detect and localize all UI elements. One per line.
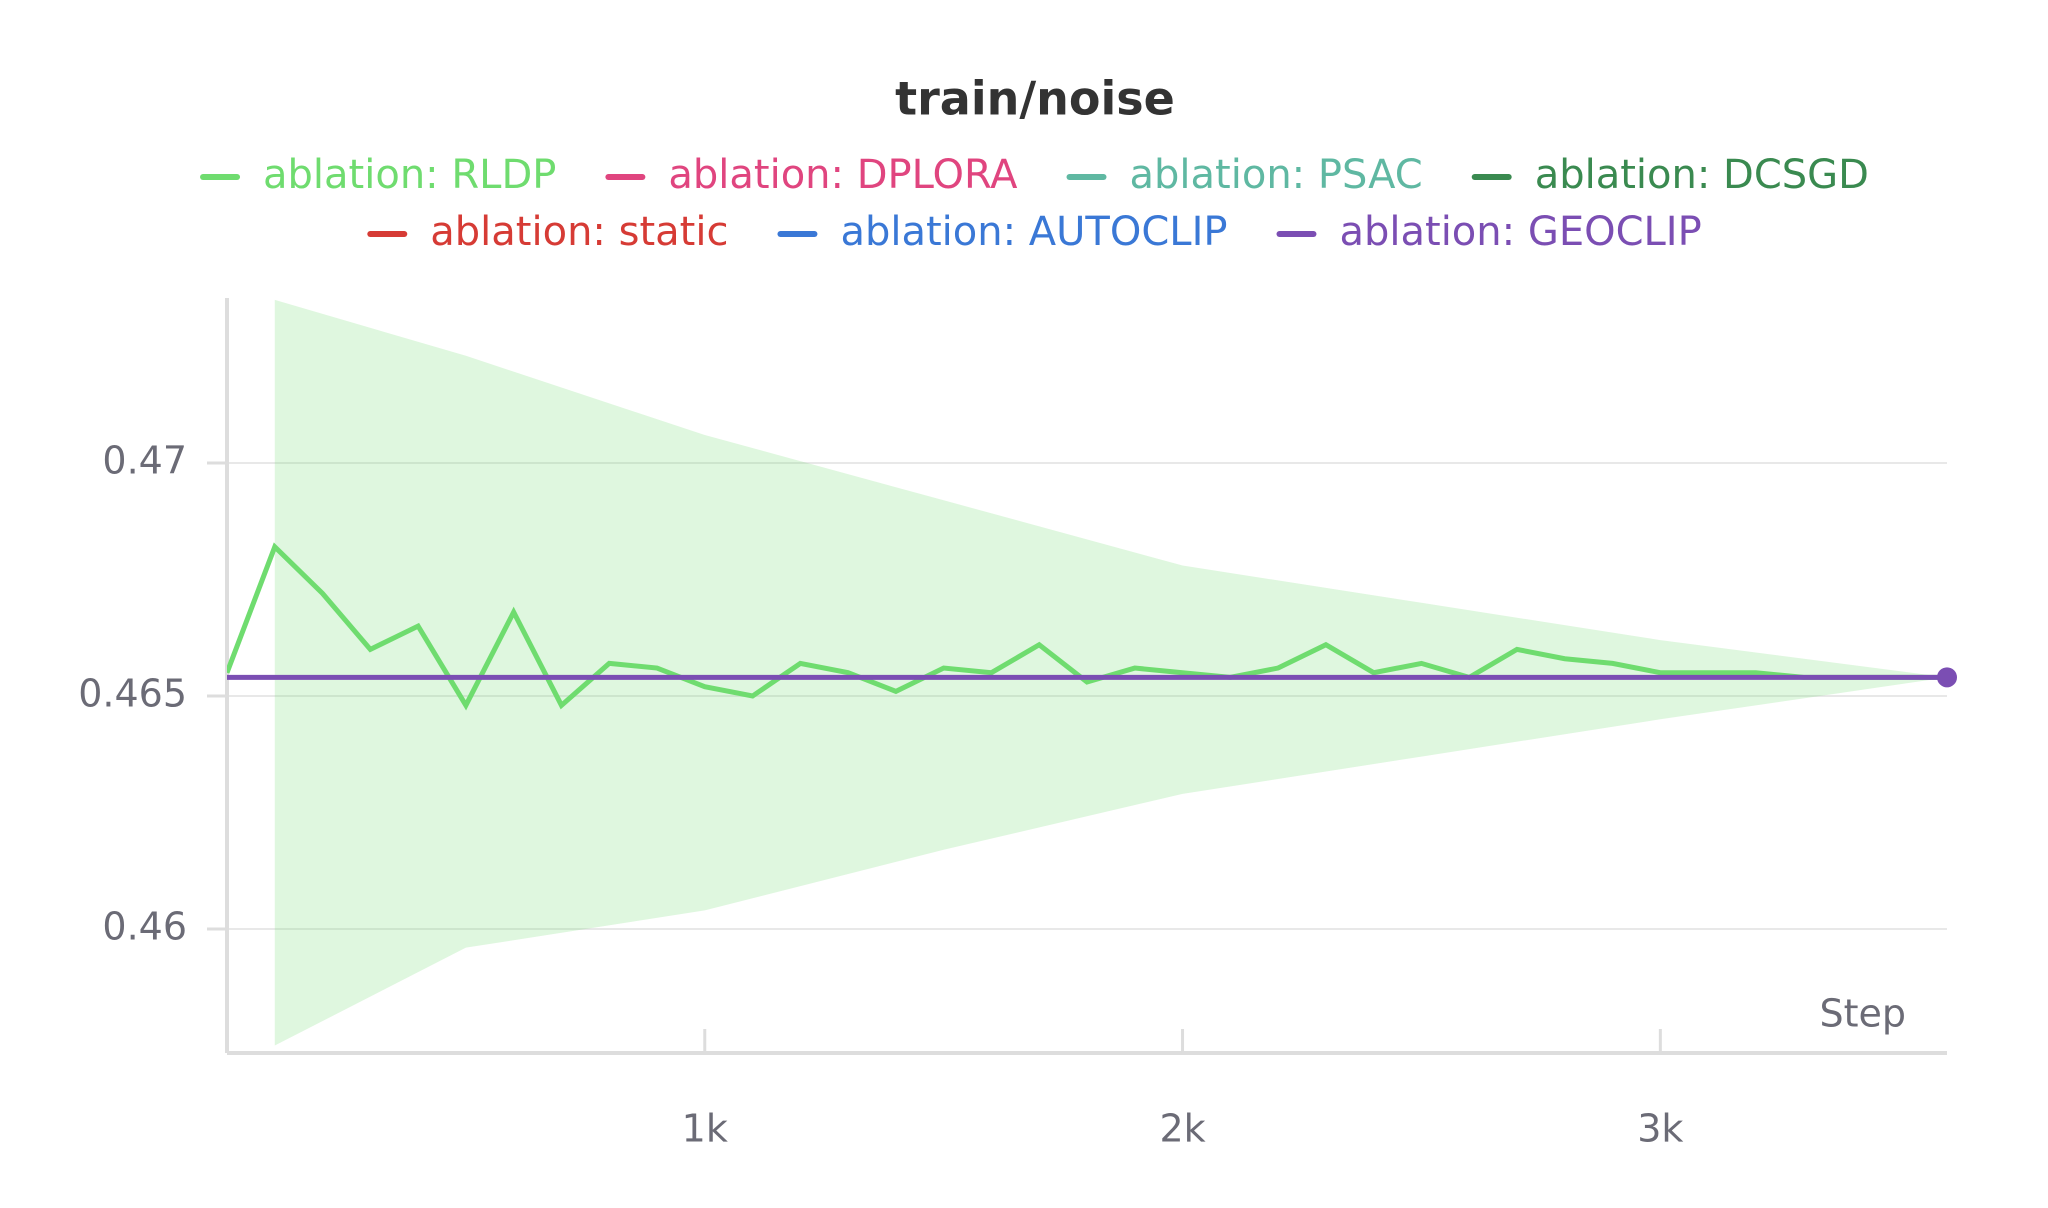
x-tick-label: 2k [1159, 1107, 1205, 1151]
series-line [227, 542, 1947, 711]
end-point [1937, 667, 1957, 688]
chart-title: train/noise [895, 72, 1175, 126]
legend-label: ablation: static [430, 209, 728, 255]
legend-label: ablation: GEOCLIP [1339, 209, 1701, 255]
x-tick-label: 1k [682, 1107, 728, 1151]
legend-label: ablation: RLDP [263, 152, 556, 198]
legend-label: ablation: DCSGD [1535, 152, 1869, 198]
legend-label: ablation: DPLORA [668, 152, 1018, 198]
y-tick-label: 0.465 [78, 672, 187, 716]
y-tick-label: 0.46 [102, 905, 187, 949]
legend-label: ablation: AUTOCLIP [840, 209, 1227, 255]
x-tick-label: 3k [1637, 1107, 1683, 1151]
y-tick-label: 0.47 [102, 438, 187, 482]
legend-label: ablation: PSAC [1130, 152, 1423, 198]
plot-area [227, 299, 1947, 1046]
x-axis-label: Step [1819, 992, 1906, 1036]
